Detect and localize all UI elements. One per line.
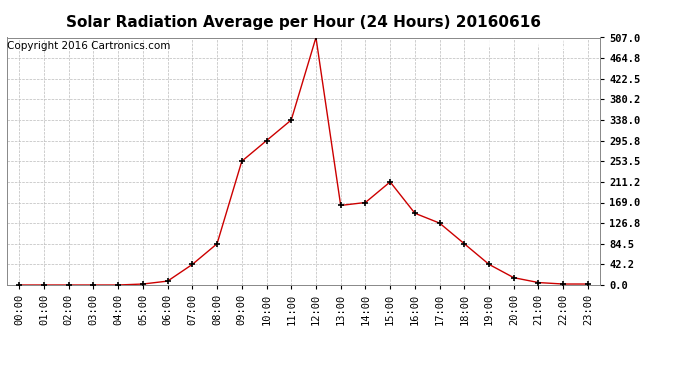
Title: Solar Radiation Average per Hour (24 Hours) 20160616: Solar Radiation Average per Hour (24 Hou…: [66, 15, 541, 30]
Text: Copyright 2016 Cartronics.com: Copyright 2016 Cartronics.com: [7, 41, 170, 51]
